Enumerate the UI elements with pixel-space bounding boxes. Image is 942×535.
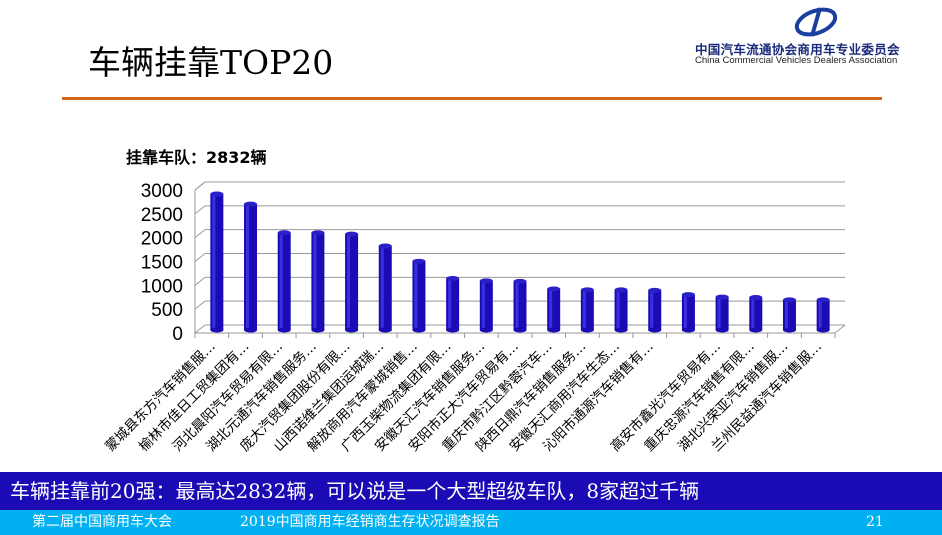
- bar: [782, 297, 796, 333]
- bar: [479, 278, 493, 333]
- footer-report: 2019中国商用车经销商生存状况调查报告: [240, 514, 500, 530]
- slide-title: 车辆挂靠TOP20: [88, 43, 334, 82]
- bar: [210, 191, 224, 333]
- bar: [580, 287, 594, 333]
- bar: [681, 292, 695, 333]
- logo-emblem-icon: [794, 7, 838, 37]
- bar-chart: 050010001500200025003000蒙城县东方汽车销售服…榆林市佳日…: [102, 181, 846, 455]
- gridline: [194, 276, 206, 286]
- gridline: [194, 300, 206, 310]
- y-tick-label: 1000: [141, 276, 183, 297]
- bar: [244, 201, 258, 333]
- bar: [345, 231, 359, 333]
- logo-english-name: China Commercial Vehicles Dealers Associ…: [695, 55, 898, 66]
- summary-banner: 车辆挂靠前20强：最高达2832辆，可以说是一个大型超级车队，8家超过千辆: [0, 472, 942, 510]
- bar: [412, 258, 426, 333]
- bar: [311, 230, 325, 333]
- bar: [715, 294, 729, 333]
- chart-title: 挂靠车队：2832辆: [126, 148, 267, 167]
- footer-conference: 第二届中国商用车大会: [32, 514, 172, 530]
- gridline: [194, 181, 206, 191]
- bar: [446, 275, 460, 333]
- y-tick-label: 2500: [141, 205, 183, 226]
- logo-chinese-name: 中国汽车流通协会商用车专业委员会: [695, 42, 900, 57]
- gridline: [194, 229, 206, 239]
- bar: [547, 286, 561, 333]
- bar: [277, 230, 291, 333]
- bar: [816, 297, 830, 333]
- y-tick-label: 3000: [141, 181, 183, 202]
- bar: [513, 278, 527, 333]
- y-tick-label: 2000: [141, 229, 183, 250]
- gridline: [194, 324, 206, 334]
- footer: 第二届中国商用车大会 2019中国商用车经销商生存状况调查报告 21: [0, 510, 942, 535]
- y-tick-label: 500: [151, 300, 183, 321]
- bar: [648, 287, 662, 333]
- y-tick-label: 1500: [141, 253, 183, 274]
- association-logo: 中国汽车流通协会商用车专业委员会 China Commercial Vehicl…: [690, 4, 942, 66]
- y-tick-label: 0: [172, 324, 183, 345]
- bar: [749, 295, 763, 333]
- gridline: [194, 205, 206, 215]
- bar: [614, 287, 628, 333]
- bar: [378, 243, 392, 333]
- gridline: [194, 253, 206, 262]
- title-divider: [62, 97, 882, 100]
- page-number: 21: [866, 514, 884, 530]
